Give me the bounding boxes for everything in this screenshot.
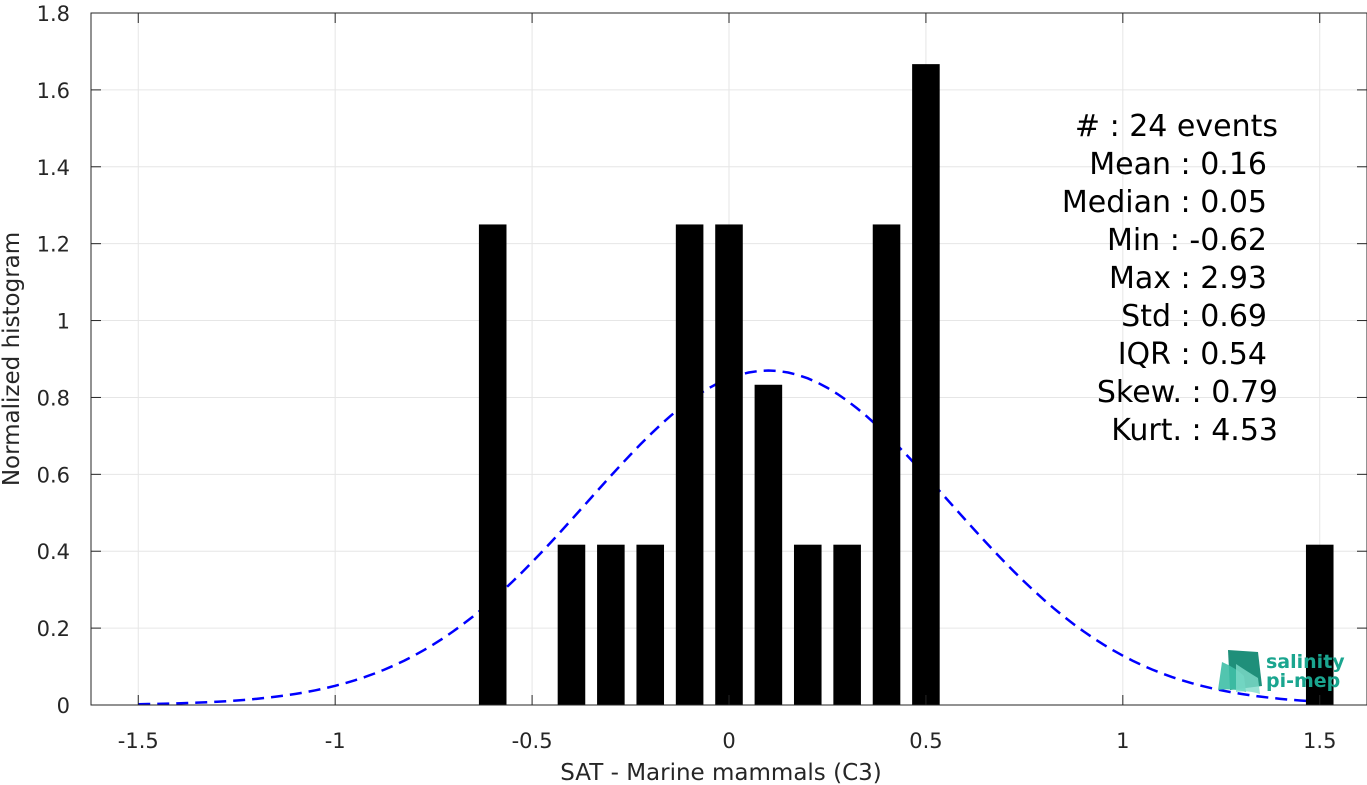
salinity-pimep-logo: salinity pi-mep <box>1218 650 1345 694</box>
histogram-bar-9 <box>872 224 901 705</box>
y-tick-label-8: 1.6 <box>37 79 70 103</box>
x-tick-label-5: 1 <box>1116 729 1129 753</box>
stat-std: Std : 0.69 <box>1121 299 1267 334</box>
x-tick-label-6: 1.5 <box>1303 729 1336 753</box>
histogram-bar-6 <box>754 384 783 705</box>
logo-line2: pi-mep <box>1266 670 1340 692</box>
stat-kurtosis: Kurt. : 4.53 <box>1111 413 1278 448</box>
logo-line1: salinity <box>1266 651 1345 673</box>
histogram-bar-3 <box>636 544 665 705</box>
x-tick-label-1: -1 <box>325 729 346 753</box>
statistics-box: # : 24 events Mean : 0.16 Median : 0.05 … <box>1062 109 1278 448</box>
stat-skewness: Skew. : 0.79 <box>1097 375 1278 410</box>
bars <box>478 64 1334 706</box>
logo-wave-icon <box>1218 650 1262 694</box>
y-axis-label: Normalized histogram <box>0 232 25 486</box>
histogram-bar-5 <box>715 224 743 705</box>
histogram-bar-10 <box>912 64 940 706</box>
stat-max: Max : 2.93 <box>1109 261 1267 296</box>
y-tick-label-7: 1.4 <box>37 156 70 180</box>
y-tick-label-1: 0.2 <box>37 617 70 641</box>
x-tick-label-3: 0 <box>722 729 735 753</box>
y-tick-label-5: 1 <box>57 310 70 334</box>
y-tick-label-6: 1.2 <box>37 233 70 257</box>
histogram-bar-11 <box>1305 544 1334 705</box>
stat-mean: Mean : 0.16 <box>1089 147 1267 182</box>
histogram-bar-0 <box>478 224 507 705</box>
x-tick-label-0: -1.5 <box>118 729 159 753</box>
y-axis-ticks: 0 0.2 0.4 0.6 0.8 1 1.2 1.4 1.6 1.8 <box>37 2 1367 718</box>
histogram-bar-2 <box>597 544 625 705</box>
stat-count: # : 24 events <box>1075 109 1278 144</box>
histogram-bar-1 <box>557 544 586 705</box>
histogram-bar-7 <box>793 544 822 705</box>
x-tick-label-2: -0.5 <box>512 729 553 753</box>
y-tick-label-9: 1.8 <box>37 2 70 26</box>
histogram-bar-8 <box>833 544 861 705</box>
x-axis-label: SAT - Marine mammals (C3) <box>560 760 882 785</box>
y-tick-label-0: 0 <box>57 694 70 718</box>
x-axis-ticks: -1.5 -1 -0.5 0 0.5 1 1.5 <box>118 13 1336 753</box>
y-tick-label-4: 0.8 <box>37 386 70 410</box>
y-tick-label-2: 0.4 <box>37 540 70 564</box>
stat-iqr: IQR : 0.54 <box>1118 337 1267 372</box>
stat-median: Median : 0.05 <box>1062 185 1267 220</box>
stat-min: Min : -0.62 <box>1107 223 1267 258</box>
y-tick-label-3: 0.6 <box>37 463 70 487</box>
histogram-bar-4 <box>675 224 704 705</box>
x-tick-label-4: 0.5 <box>909 729 942 753</box>
